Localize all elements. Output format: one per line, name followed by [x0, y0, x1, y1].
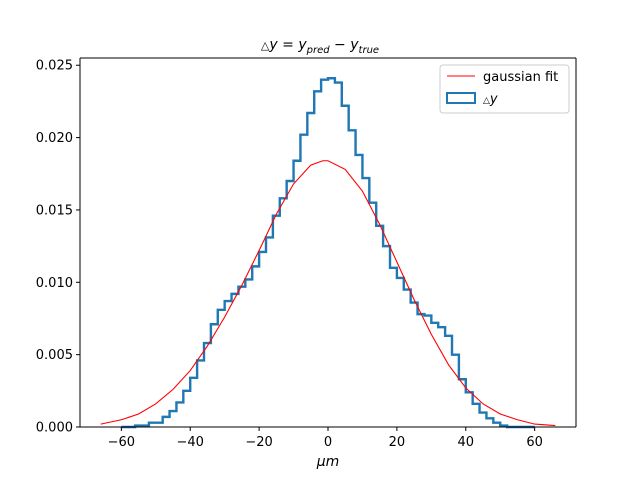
series-layer	[100, 77, 556, 429]
legend: gaussian fit △y	[439, 64, 570, 114]
x-axis-label: μm	[316, 454, 340, 470]
title-y: y	[268, 37, 278, 53]
series-delta-y-histogram	[121, 77, 535, 429]
y-tick-label: 0.010	[36, 276, 73, 291]
title-y-pred: y	[297, 37, 307, 53]
x-tick-label: 20	[389, 435, 406, 450]
series-gaussian-fit-line	[100, 160, 556, 427]
legend-delta: △	[483, 96, 490, 106]
xlabel-m: m	[326, 454, 340, 470]
x-tick-label: −40	[177, 435, 204, 450]
title-pred-sub: pred	[306, 45, 331, 56]
svg-text:△y = ypred − ytrue: △y = ypred − ytrue	[261, 37, 379, 56]
x-tick-label: 40	[458, 435, 475, 450]
x-tick-label: −60	[108, 435, 135, 450]
legend-frame	[439, 64, 570, 114]
legend-hist-swatch	[446, 92, 476, 104]
x-axis-ticks: −60 −40 −20 0 20 40 60	[108, 427, 543, 450]
chart-title: △y = ypred − ytrue	[261, 37, 379, 56]
title-eq: =	[278, 37, 299, 53]
y-tick-label: 0.020	[36, 131, 73, 146]
x-tick-label: −20	[245, 435, 272, 450]
legend-y: y	[489, 92, 498, 107]
title-delta: △	[261, 39, 270, 52]
y-tick-label: 0.000	[36, 421, 73, 436]
x-tick-label: 60	[526, 435, 543, 450]
x-tick-label: 0	[324, 435, 332, 450]
y-tick-label: 0.015	[36, 203, 73, 218]
title-minus: −	[330, 37, 351, 53]
y-tick-label: 0.025	[36, 59, 73, 74]
y-axis-ticks: 0.000 0.005 0.010 0.015 0.020 0.025	[36, 59, 80, 436]
title-y-true: y	[349, 37, 359, 53]
xlabel-mu: μ	[316, 454, 326, 470]
title-true-sub: true	[359, 45, 380, 56]
legend-label-delta-y: △y	[483, 92, 498, 107]
legend-label-gaussian-fit: gaussian fit	[483, 70, 558, 85]
y-tick-label: 0.005	[36, 348, 73, 363]
plot-area	[80, 58, 576, 427]
